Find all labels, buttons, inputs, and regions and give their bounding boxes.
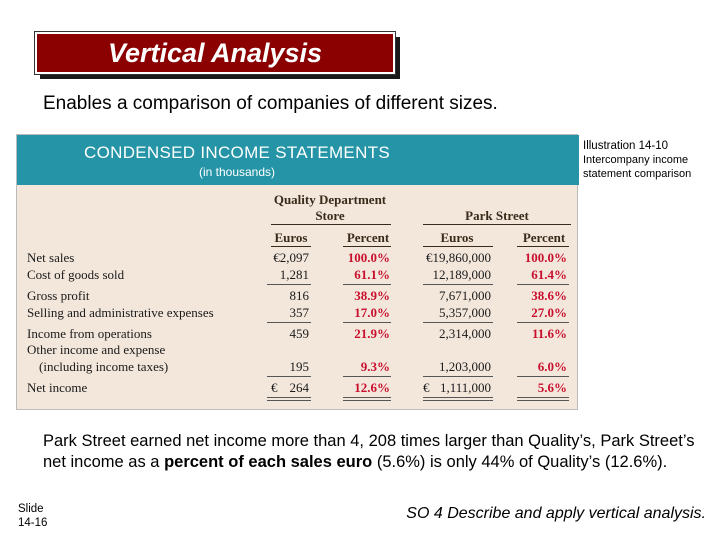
company-a-underline (271, 224, 391, 225)
cell-a-euros: 357 (289, 305, 310, 320)
col-b-percent: Percent (522, 230, 566, 245)
statement-title: CONDENSED INCOME STATEMENTS (84, 143, 390, 162)
cell-a-percent: 9.3% (360, 359, 390, 374)
cell-a-percent: 61.1% (354, 267, 390, 282)
subtotal-line (517, 376, 569, 377)
col-a-euros: Euros (274, 230, 308, 245)
subtotal-line (517, 284, 569, 285)
cell-b-euros: €19,860,000 (426, 250, 491, 265)
cell-a-euros: 459 (289, 326, 310, 341)
row-label-selling-admin: Selling and administrative expenses (27, 305, 214, 320)
statement-header: CONDENSED INCOME STATEMENTS (in thousand… (17, 135, 579, 185)
subtotal-line (423, 322, 493, 323)
cell-b-euros: 1,203,000 (439, 359, 491, 374)
row-label-gross-profit: Gross profit (27, 288, 90, 303)
cell-b-euros: 5,357,000 (439, 305, 491, 320)
cell-b-euros: 12,189,000 (432, 267, 492, 282)
subtotal-line (343, 376, 391, 377)
cell-b-percent: 6.0% (537, 359, 567, 374)
col-b-euros-underline (423, 246, 493, 247)
slide-number-block: Slide 14-16 (18, 502, 47, 530)
slide-title: Vertical Analysis (107, 37, 323, 68)
cell-b-percent: 61.4% (531, 267, 567, 282)
currency-symbol: € (423, 380, 430, 395)
cell-a-euros: 195 (289, 359, 310, 374)
company-b-underline (423, 224, 571, 225)
row-label-cogs: Cost of goods sold (27, 267, 125, 282)
total-double-line (423, 397, 493, 401)
cell-b-percent: 100.0% (524, 250, 567, 265)
cell-b-percent: 38.6% (531, 288, 567, 303)
col-a-euros-underline (271, 246, 311, 247)
row-label-incl-taxes: (including income taxes) (39, 359, 169, 374)
subtotal-line (423, 376, 493, 377)
explanation-bold: percent of each sales euro (164, 453, 373, 471)
explanation-part-2: (5.6%) is only 44% of Quality’s (12.6%). (372, 453, 668, 471)
cell-b-euros: 7,671,000 (439, 288, 491, 303)
statement-units: (in thousands) (198, 165, 276, 179)
subtotal-line (343, 322, 391, 323)
row-label-net-income: Net income (27, 380, 88, 395)
company-a-name-2: Store (315, 208, 345, 223)
col-b-percent-underline (517, 246, 569, 247)
row-label-other-income: Other income and expense (27, 342, 166, 357)
cell-a-percent: 100.0% (347, 250, 390, 265)
col-a-percent: Percent (346, 230, 390, 245)
cell-b-euros: 2,314,000 (439, 326, 491, 341)
illustration-caption-1: Intercompany income (583, 154, 689, 166)
illustration-number: Illustration 14-10 (583, 140, 669, 152)
subtotal-line (267, 376, 311, 377)
slide-subtitle: Enables a comparison of companies of dif… (43, 93, 498, 114)
subtotal-line (343, 284, 391, 285)
cell-a-euros: 1,281 (279, 267, 309, 282)
col-a-percent-underline (343, 246, 391, 247)
row-label-income-operations: Income from operations (27, 326, 152, 341)
company-a-name-1: Quality Department (273, 192, 387, 207)
total-double-line (267, 397, 311, 401)
row-label-net-sales: Net sales (27, 250, 75, 265)
subtotal-line (517, 322, 569, 323)
subtotal-line (267, 322, 311, 323)
cell-a-percent: 17.0% (354, 305, 390, 320)
company-b-name: Park Street (465, 208, 529, 223)
slide-label: Slide (18, 503, 44, 515)
income-statement-panel: CONDENSED INCOME STATEMENTS (in thousand… (16, 134, 579, 410)
illustration-caption-2: statement comparison (583, 168, 692, 180)
cell-a-euros: 264 (289, 380, 310, 395)
total-double-line (517, 397, 569, 401)
cell-a-euros: €2,097 (273, 250, 309, 265)
cell-a-percent: 12.6% (354, 380, 390, 395)
cell-a-percent: 21.9% (354, 326, 390, 341)
cell-b-percent: 27.0% (531, 305, 567, 320)
cell-b-euros: 1,111,000 (439, 380, 491, 395)
title-box: Vertical Analysis (34, 31, 396, 75)
illustration-reference: Illustration 14-10 Intercompany income s… (583, 139, 713, 181)
col-b-euros: Euros (440, 230, 474, 245)
currency-symbol: € (271, 380, 278, 395)
subtotal-line (267, 284, 311, 285)
cell-a-percent: 38.9% (354, 288, 390, 303)
explanation-text: Park Street earned net income more than … (43, 431, 703, 473)
total-double-line (343, 397, 391, 401)
cell-a-euros: 816 (289, 288, 310, 303)
subtotal-line (423, 284, 493, 285)
study-objective: SO 4 Describe and apply vertical analysi… (406, 505, 706, 522)
slide-number: 14-16 (18, 517, 48, 529)
cell-b-percent: 5.6% (537, 380, 567, 395)
explanation-part-1: Park Street earned net income more than … (43, 432, 695, 471)
cell-b-percent: 11.6% (531, 326, 567, 341)
